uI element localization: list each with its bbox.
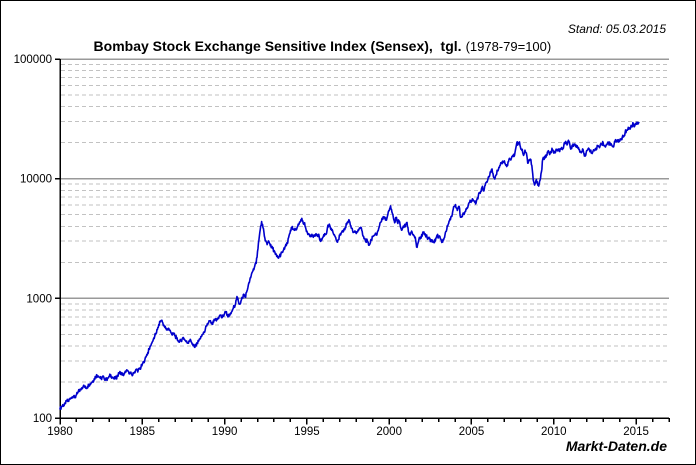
- x-tick-label: 1985: [130, 426, 156, 438]
- chart-title: Bombay Stock Exchange Sensitive Index (S…: [93, 38, 462, 54]
- watermark: Markt-Daten.de: [565, 438, 667, 454]
- chart-title-note: (1978-79=100): [465, 39, 552, 54]
- x-tick-label: 2005: [459, 426, 485, 438]
- x-tick-label: 2000: [376, 426, 402, 438]
- stand-date: Stand: 05.03.2015: [567, 22, 666, 36]
- x-tick-label: 1990: [212, 426, 238, 438]
- series-line-sensex: [59, 121, 640, 411]
- x-tick-label: 1995: [294, 426, 320, 438]
- x-tick-label: 1980: [47, 426, 73, 438]
- x-tick-label: 2010: [541, 426, 567, 438]
- y-tick-label: 10000: [20, 174, 52, 186]
- chart-header: Bombay Stock Exchange Sensitive Index (S…: [1, 20, 626, 74]
- y-tick-label: 1000: [26, 293, 52, 305]
- x-tick-label: 2015: [623, 426, 649, 438]
- y-tick-label: 100: [33, 413, 52, 425]
- y-tick-label: 100000: [14, 54, 52, 66]
